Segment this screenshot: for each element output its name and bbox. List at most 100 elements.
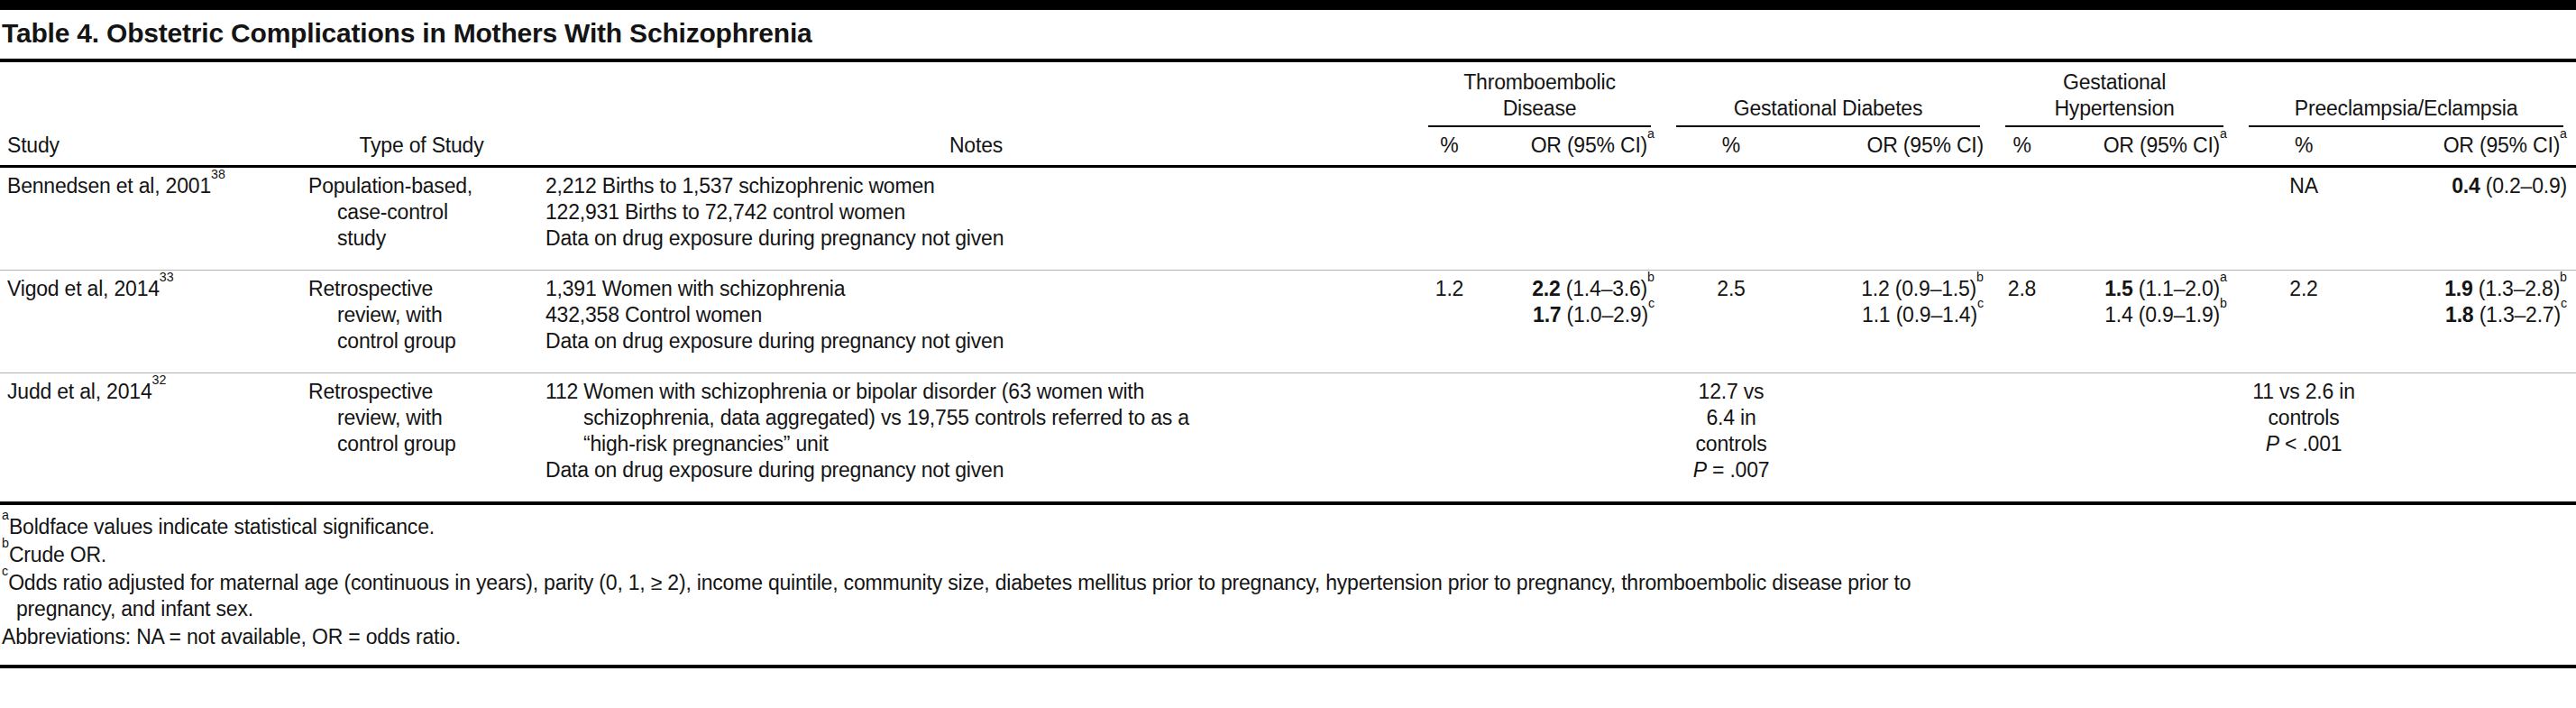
thromboembolic-or-cell (1483, 373, 1664, 504)
group-header-thromboembolic-disease: Thromboembolic Disease (1416, 64, 1664, 127)
thromboembolic-pct-cell: 1.2 (1416, 271, 1483, 373)
text-segment: 6.4 in (1706, 406, 1756, 429)
study-name: Vigod et al, 2014 (7, 277, 160, 300)
or-header-text: OR (95% CI) (2443, 133, 2560, 157)
text-segment: b (2560, 270, 2567, 284)
value-line: 1.8 (1.3–2.7)c (2371, 302, 2567, 328)
value-line: 0.4 (0.2–0.9) (2371, 173, 2567, 199)
table-body: Bennedsen et al, 200138 Population-based,… (0, 167, 2576, 504)
footnote: bCrude OR. (2, 542, 2571, 568)
complications-table: Study Type of Study Notes Thromboembolic… (0, 64, 2576, 505)
value-line: 11 vs 2.6 in (2236, 379, 2371, 405)
column-header-preeclampsia-or: OR (95% CI)a (2371, 127, 2576, 167)
gestational-diabetes-or-cell (1799, 167, 1993, 271)
value-line: 1.4 (0.9–1.9)b (2051, 302, 2227, 328)
notes-line: 112 Women with schizophrenia or bipolar … (545, 379, 1416, 405)
top-border-bar (0, 0, 2576, 10)
text-segment: b (2220, 296, 2227, 310)
notes-line: 1,391 Women with schizophrenia (545, 276, 1416, 302)
table-title: Table 4. Obstetric Complications in Moth… (0, 10, 2576, 62)
value-line: 1.2 (0.9–1.5)b (1799, 276, 1984, 302)
value-line: 6.4 in (1664, 405, 1799, 431)
type-line: case-control (307, 199, 536, 225)
column-header-gestational-diabetes-or: OR (95% CI) (1799, 127, 1993, 167)
table-header: Study Type of Study Notes Thromboembolic… (0, 64, 2576, 167)
value-line: 1.9 (1.3–2.8)b (2371, 276, 2567, 302)
group-underline: Gestational Hypertension (2005, 69, 2223, 127)
gestational-diabetes-pct-cell: 2.5 (1664, 271, 1799, 373)
value-line: 2.5 (1664, 276, 1799, 302)
or-header-sup: a (2560, 126, 2567, 141)
preeclampsia-pct-cell: NA (2236, 167, 2371, 271)
text-segment: b (1976, 270, 1984, 284)
text-segment: 1.5 (2104, 277, 2132, 300)
table-row: Judd et al, 201432Retrospectivereview, w… (0, 373, 2576, 504)
gestational-hypertension-pct-cell (1993, 167, 2051, 271)
study-cell: Judd et al, 201432 (0, 373, 307, 504)
value-line: 2.8 (1993, 276, 2051, 302)
group-underline: Gestational Diabetes (1676, 96, 1980, 127)
group-label: Gestational Hypertension (2005, 69, 2223, 122)
text-segment: b (1647, 270, 1655, 284)
value-line: P = .007 (1664, 457, 1799, 483)
text-segment: 2.2 (1532, 277, 1560, 300)
study-cell: Vigod et al, 201433 (0, 271, 307, 373)
type-line: control group (307, 328, 536, 354)
notes-line: “high-risk pregnancies” unit (545, 431, 1416, 457)
text-segment: 2.2 (2289, 277, 2317, 300)
preeclampsia-or-cell: 0.4 (0.2–0.9) (2371, 167, 2576, 271)
text-segment: 12.7 vs (1699, 380, 1765, 403)
value-line: controls (2236, 405, 2371, 431)
thromboembolic-or-cell (1483, 167, 1664, 271)
column-header-thromboembolic-or: OR (95% CI)a (1483, 127, 1664, 167)
column-header-study: Study (0, 64, 307, 167)
study-reference-sup: 33 (160, 270, 174, 284)
text-segment: 1.2 (1435, 277, 1463, 300)
study-name: Bennedsen et al, 2001 (7, 174, 211, 198)
text-segment: 1.8 (2445, 303, 2473, 326)
text-segment: a (2220, 270, 2227, 284)
footnote-marker: a (2, 508, 9, 522)
preeclampsia-or-cell (2371, 373, 2576, 504)
gestational-hypertension-or-cell (2051, 373, 2236, 504)
footnote-text: Crude OR. (9, 543, 106, 566)
group-header-gestational-hypertension: Gestational Hypertension (1993, 64, 2236, 127)
text-segment: P (1693, 458, 1707, 482)
notes-line: Data on drug exposure during pregnancy n… (545, 457, 1416, 483)
footnote-text: Abbreviations: NA = not available, OR = … (2, 625, 461, 648)
value-line: 2.2 (1.4–3.6)b (1483, 276, 1655, 302)
footnote: aBoldface values indicate statistical si… (2, 514, 2571, 540)
footnote-text: Boldface values indicate statistical sig… (9, 515, 435, 538)
type-of-study-cell: Retrospectivereview, withcontrol group (307, 373, 536, 504)
type-line: Retrospective (307, 379, 536, 405)
footnote-marker: b (2, 536, 9, 550)
type-of-study-cell: Retrospectivereview, withcontrol group (307, 271, 536, 373)
value-line: NA (2236, 173, 2371, 199)
text-segment: (1.3–2.8) (2473, 277, 2560, 300)
column-header-preeclampsia-pct: % (2236, 127, 2371, 167)
text-segment: c (1977, 296, 1984, 310)
gestational-diabetes-or-cell: 1.2 (0.9–1.5)b1.1 (0.9–1.4)c (1799, 271, 1993, 373)
type-of-study-cell: Population-based,case-controlstudy (307, 167, 536, 271)
value-line: controls (1664, 431, 1799, 457)
study-reference-sup: 38 (211, 167, 225, 181)
value-line: 1.5 (1.1–2.0)a (2051, 276, 2227, 302)
thromboembolic-pct-cell (1416, 373, 1483, 504)
group-header-row: Study Type of Study Notes Thromboembolic… (0, 64, 2576, 127)
or-header-sup: a (2220, 126, 2227, 141)
type-line: Population-based, (307, 173, 536, 199)
type-line: study (307, 225, 536, 252)
group-underline: Thromboembolic Disease (1428, 69, 1651, 127)
text-segment: (1.3–2.7) (2473, 303, 2560, 326)
footnote-marker: c (2, 564, 8, 578)
notes-line: Data on drug exposure during pregnancy n… (545, 328, 1416, 354)
text-segment: controls (2269, 406, 2340, 429)
column-header-gestational-diabetes-pct: % (1664, 127, 1799, 167)
notes-line: 432,358 Control women (545, 302, 1416, 328)
gestational-diabetes-pct-cell (1664, 167, 1799, 271)
footnote: cOdds ratio adjusted for maternal age (c… (2, 570, 2571, 622)
column-header-gestational-hypertension-or: OR (95% CI)a (2051, 127, 2236, 167)
text-segment: 1.9 (2444, 277, 2472, 300)
table-row: Bennedsen et al, 200138 Population-based,… (0, 167, 2576, 271)
text-segment: 0.4 (2452, 174, 2480, 198)
